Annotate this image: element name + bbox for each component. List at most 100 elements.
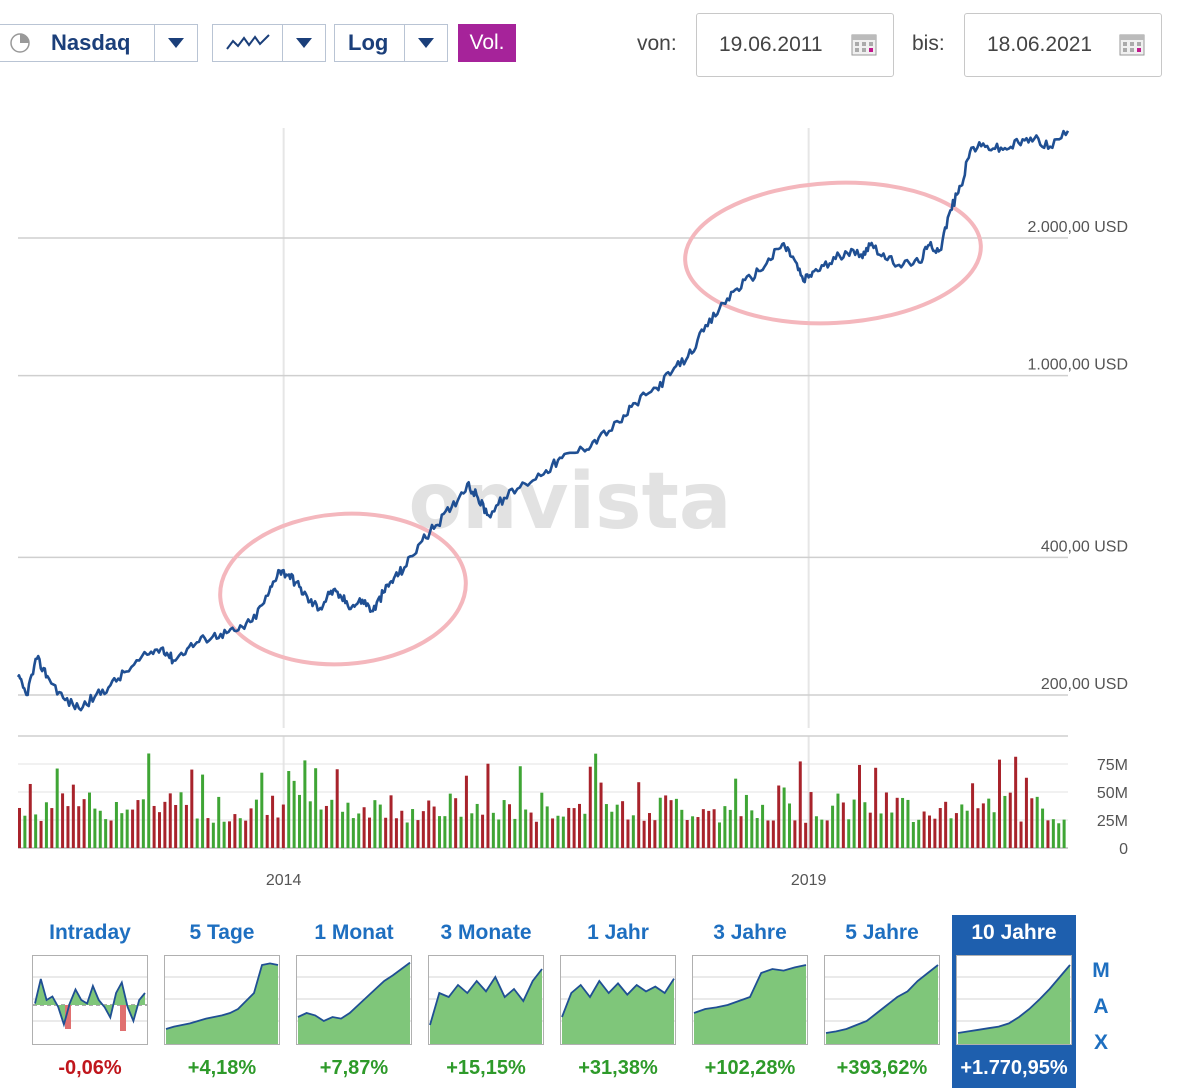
volume-bar (497, 819, 501, 848)
period-tab-label: 10 Jahre (971, 921, 1057, 944)
period-sparkline (956, 955, 1072, 1045)
volume-bar (201, 774, 205, 848)
volume-bar (1035, 796, 1039, 848)
volume-bar (879, 813, 883, 848)
volume-bar (1041, 808, 1045, 848)
period-tab-change: +102,28% (704, 1057, 796, 1079)
volume-bar (901, 797, 905, 848)
volume-bar (152, 805, 156, 848)
volume-bar (852, 799, 856, 848)
period-tab-1-monat[interactable]: 1 Monat +7,87% (292, 915, 416, 1088)
volume-bar (61, 793, 65, 848)
volume-bar (432, 806, 436, 848)
period-tab-10-jahre[interactable]: 10 Jahre +1.770,95% (952, 915, 1076, 1088)
max-period-link[interactable]: M A X (1090, 953, 1112, 1061)
volume-bar (874, 767, 878, 848)
period-tab-5-tage[interactable]: 5 Tage +4,18% (160, 915, 284, 1088)
volume-bar (841, 802, 845, 848)
volume-bar (502, 800, 506, 848)
volume-bar (470, 813, 474, 848)
price-chart[interactable]: onvista 2014 2019 200,00 USD 400,00 USD 1.00… (0, 90, 1188, 895)
volume-bar (238, 818, 242, 848)
sparkline-negative-area (65, 1005, 71, 1029)
volume-bar (389, 795, 393, 848)
volume-bar (18, 807, 21, 848)
volume-bar (809, 792, 813, 848)
volume-bar (545, 806, 549, 848)
volume-bar (1024, 777, 1028, 848)
period-tab-label: 5 Tage (189, 921, 255, 944)
volume-bar (39, 820, 43, 848)
volume-bar (233, 814, 237, 848)
volume-bar (933, 818, 937, 848)
volume-bar (922, 811, 926, 848)
volume-bar (599, 782, 603, 848)
volume-bar (518, 766, 522, 848)
volume-bar (928, 815, 931, 848)
exchange-dropdown-button[interactable] (154, 25, 197, 61)
volume-bar (938, 808, 942, 848)
period-sparkline (692, 955, 808, 1045)
volume-bar (615, 804, 619, 848)
volume-bar (750, 810, 754, 848)
volume-bar (610, 811, 614, 848)
sparkline-line (693, 964, 807, 1014)
volume-bar (82, 799, 86, 848)
volume-bar (637, 782, 641, 848)
max-letter-m: M (1092, 959, 1110, 982)
chart-type-select[interactable] (212, 24, 326, 62)
scale-dropdown-button[interactable] (404, 25, 447, 61)
from-date-field[interactable]: 19.06.2011 (696, 13, 894, 77)
volume-bar (281, 804, 285, 848)
period-tab-3-jahre[interactable]: 3 Jahre +102,28% (688, 915, 812, 1088)
volume-bar (771, 820, 775, 848)
calendar-icon[interactable] (851, 32, 877, 56)
volume-bar (911, 822, 915, 848)
volume-bar (346, 802, 350, 848)
volume-bar (674, 798, 678, 848)
volume-bar (141, 799, 145, 848)
volume-bar (464, 775, 468, 848)
volume-bar (691, 816, 695, 848)
pie-icon (10, 33, 30, 53)
volume-bar (755, 818, 759, 848)
volume-bar (567, 807, 571, 848)
period-tab-label: 5 Jahre (845, 921, 919, 944)
calendar-icon[interactable] (1119, 32, 1145, 56)
volume-bar (696, 817, 700, 848)
volume-bar (50, 808, 54, 848)
volume-bar (23, 815, 27, 848)
x-tick-label: 2019 (791, 872, 827, 889)
volume-bar (244, 820, 248, 848)
volume-bar (621, 801, 625, 848)
period-tab-3-monate[interactable]: 3 Monate +15,15% (424, 915, 548, 1088)
to-date-field[interactable]: 18.06.2021 (964, 13, 1162, 77)
volume-bar (481, 814, 485, 848)
volume-bar (631, 815, 635, 848)
volume-bar (513, 818, 517, 848)
y-tick-label: 2.000,00 USD (1027, 219, 1128, 236)
period-tab-5-jahre[interactable]: 5 Jahre +393,62% (820, 915, 944, 1088)
sparkline-line (429, 968, 543, 1026)
exchange-select[interactable]: Nasdaq (0, 24, 198, 62)
to-date-value: 18.06.2021 (987, 33, 1093, 56)
period-tab-1-jahr[interactable]: 1 Jahr +31,38% (556, 915, 680, 1088)
volume-bar (421, 811, 425, 848)
chevron-down-icon (168, 38, 184, 48)
period-tab-label: 3 Monate (440, 921, 532, 944)
volume-bar (712, 809, 716, 848)
volume-bar (362, 807, 366, 848)
volume-bar (820, 819, 824, 848)
scale-select[interactable]: Log (334, 24, 448, 62)
scale-label: Log (348, 30, 389, 55)
volume-bar (685, 820, 689, 848)
volume-bar (949, 818, 953, 848)
chart-type-dropdown-button[interactable] (282, 25, 325, 61)
x-tick-label: 2014 (266, 872, 302, 889)
volume-bar (303, 760, 307, 848)
volume-tick-label: 25M (1097, 813, 1128, 830)
volume-bar (254, 799, 258, 848)
period-tab-intraday[interactable]: Intraday -0,06% (28, 915, 152, 1088)
period-tab-change: +31,38% (578, 1057, 658, 1079)
volume-toggle-button[interactable]: Vol. (458, 24, 516, 62)
